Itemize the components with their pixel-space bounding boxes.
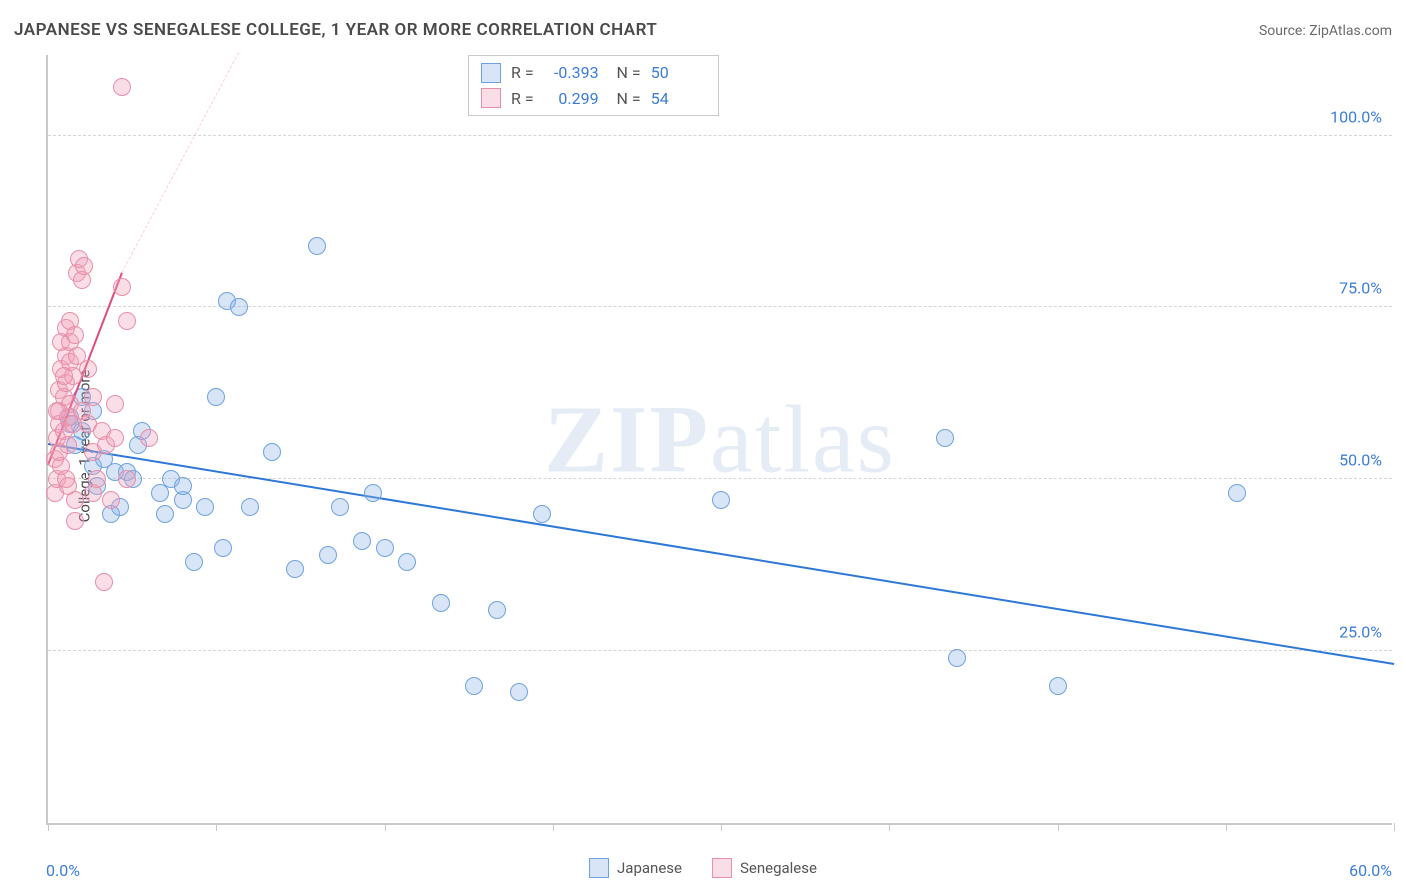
data-point [48,402,66,420]
n-label: N = [609,60,641,86]
data-point [488,601,506,619]
n-value: 54 [651,86,706,112]
legend-item: Japanese [589,858,682,878]
data-point [263,443,281,461]
data-point [50,443,68,461]
legend-swatch [589,858,609,878]
gridline [48,478,1392,479]
r-label: R = [511,60,534,86]
data-point [308,237,326,255]
data-point [353,532,371,550]
data-point [376,539,394,557]
data-point [432,594,450,612]
r-value: 0.299 [544,86,599,112]
data-point [398,553,416,571]
x-axis-max-label: 60.0% [1349,861,1392,880]
x-tick [385,823,386,831]
x-tick [889,823,890,831]
data-point [286,560,304,578]
data-point [510,683,528,701]
series-legend: Japanese Senegalese [589,858,817,878]
x-tick [1058,823,1059,831]
data-point [88,470,106,488]
data-point [207,388,225,406]
trend-line [48,443,1394,665]
data-point [118,470,136,488]
y-tick-label: 75.0% [1339,279,1382,298]
x-axis-min-label: 0.0% [46,861,80,880]
data-point [948,649,966,667]
data-point [66,326,84,344]
n-label: N = [609,86,641,112]
r-value: -0.393 [544,60,599,86]
data-point [533,505,551,523]
x-tick [1394,823,1395,831]
data-point [1049,677,1067,695]
x-tick [1226,823,1227,831]
legend-label: Senegalese [740,859,817,877]
data-point [84,388,102,406]
plot-area: ZIPatlas R =-0.393 N =50R =0.299 N =54 2… [46,55,1392,825]
n-value: 50 [651,60,706,86]
x-tick [553,823,554,831]
data-point [118,312,136,330]
y-tick-label: 25.0% [1339,623,1382,642]
data-point [57,470,75,488]
data-point [214,539,232,557]
data-point [156,505,174,523]
r-label: R = [511,86,534,112]
data-point [364,484,382,502]
x-tick [48,823,49,831]
data-point [936,429,954,447]
data-point [712,491,730,509]
data-point [185,553,203,571]
data-point [1228,484,1246,502]
data-point [230,298,248,316]
data-point [106,395,124,413]
y-tick-label: 50.0% [1339,451,1382,470]
data-point [95,573,113,591]
chart-title: JAPANESE VS SENEGALESE COLLEGE, 1 YEAR O… [14,20,657,40]
data-point [196,498,214,516]
data-point [75,257,93,275]
source-attribution: Source: ZipAtlas.com [1259,23,1392,39]
x-tick [721,823,722,831]
trend-line [122,52,240,272]
gridline [48,650,1392,651]
gridline [48,306,1392,307]
data-point [174,477,192,495]
legend-swatch [481,88,501,108]
y-tick-label: 100.0% [1330,107,1382,126]
data-point [102,491,120,509]
data-point [113,278,131,296]
data-point [66,512,84,530]
x-tick [216,823,217,831]
data-point [79,360,97,378]
stats-row: R = 0.299 N = 54 [481,86,706,112]
gridline [48,135,1392,136]
legend-swatch [712,858,732,878]
legend-label: Japanese [617,859,682,877]
data-point [55,367,73,385]
legend-swatch [481,63,501,83]
data-point [465,677,483,695]
data-point [140,429,158,447]
data-point [113,78,131,96]
data-point [241,498,259,516]
stats-legend: R = -0.393 N = 50 R = 0.299 N = 54 [468,55,719,116]
legend-item: Senegalese [712,858,817,878]
stats-row: R = -0.393 N = 50 [481,60,706,86]
data-point [106,429,124,447]
data-point [331,498,349,516]
data-point [319,546,337,564]
